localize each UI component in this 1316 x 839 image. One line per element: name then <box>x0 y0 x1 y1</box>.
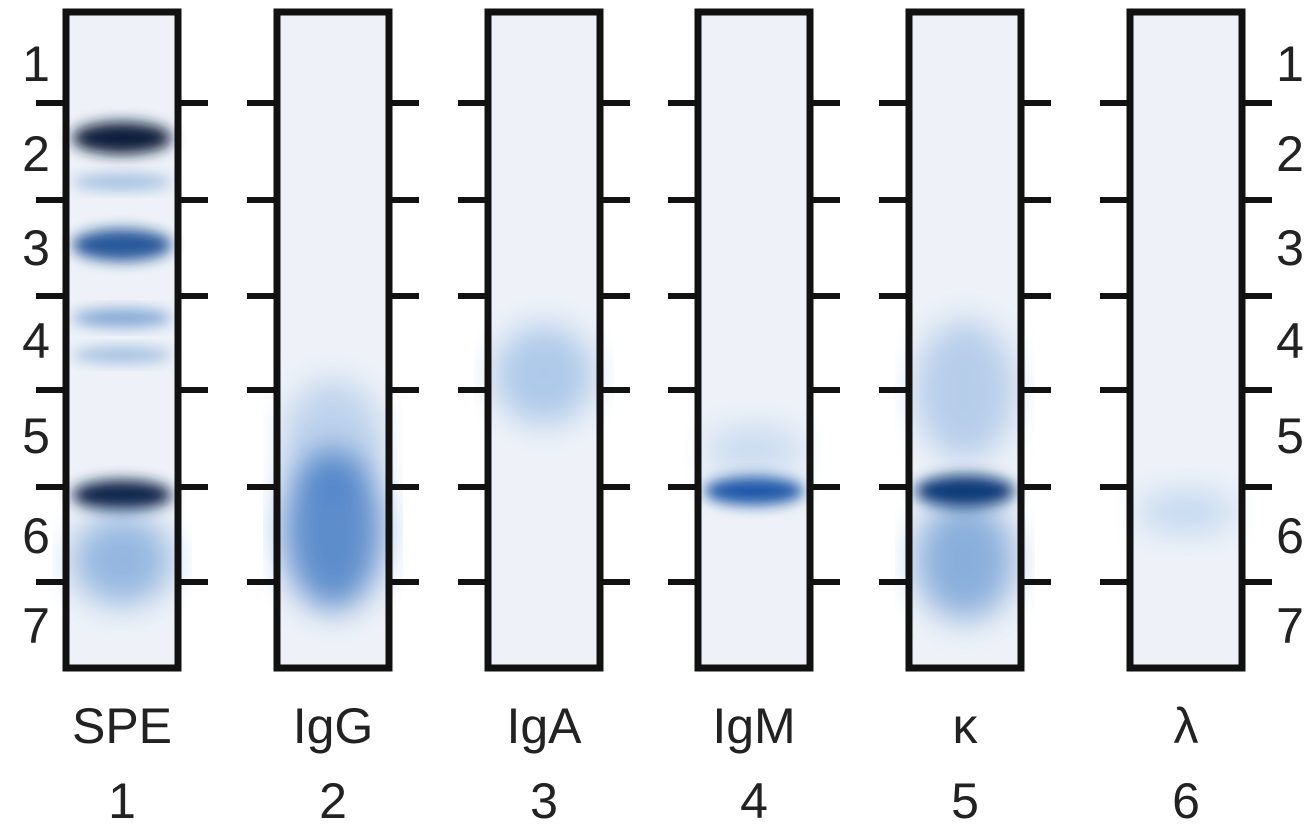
lane-number: 3 <box>530 773 558 829</box>
band <box>915 475 1015 507</box>
zone-label: 2 <box>1276 126 1304 182</box>
zone-label: 7 <box>1276 598 1304 654</box>
band <box>72 347 172 363</box>
zone-label: 1 <box>22 36 50 92</box>
zone-label: 4 <box>1276 313 1304 369</box>
zone-label: 5 <box>22 408 50 464</box>
band <box>1136 490 1236 534</box>
band <box>704 477 804 505</box>
band <box>72 309 172 327</box>
band <box>915 500 1015 620</box>
band <box>283 450 383 610</box>
band <box>72 515 172 605</box>
lane-number: 4 <box>740 773 768 829</box>
band <box>72 480 172 510</box>
band <box>72 174 172 190</box>
lane-label: κ <box>953 698 979 754</box>
zone-label: 7 <box>22 598 50 654</box>
lane-label: IgM <box>712 698 795 754</box>
zone-label: 2 <box>22 126 50 182</box>
lane-number: 2 <box>319 773 347 829</box>
zone-label: 3 <box>22 220 50 276</box>
lane-label: SPE <box>72 698 172 754</box>
lane-background <box>698 12 810 668</box>
lane-number: 1 <box>108 773 136 829</box>
zone-label: 4 <box>22 313 50 369</box>
zone-label: 3 <box>1276 220 1304 276</box>
lane-background <box>1130 12 1242 668</box>
band <box>72 229 172 261</box>
lane-label: IgG <box>293 698 374 754</box>
lane-number: 5 <box>951 773 979 829</box>
band <box>915 320 1015 460</box>
band <box>72 122 172 154</box>
zone-label: 5 <box>1276 408 1304 464</box>
zone-label: 6 <box>1276 508 1304 564</box>
zone-label: 6 <box>22 508 50 564</box>
lane-label: λ <box>1174 698 1199 754</box>
band <box>494 325 594 425</box>
lane-number: 6 <box>1172 773 1200 829</box>
gel-figure: SPE 1 IgG 2 IgA 3 IgM 4 κ 5 λ 6 1 2 3 4 5 6 7 1 2 3 4 5 6 7 <box>0 0 1316 834</box>
lane-label: IgA <box>506 698 582 754</box>
zone-label: 1 <box>1276 36 1304 92</box>
band <box>704 425 804 475</box>
